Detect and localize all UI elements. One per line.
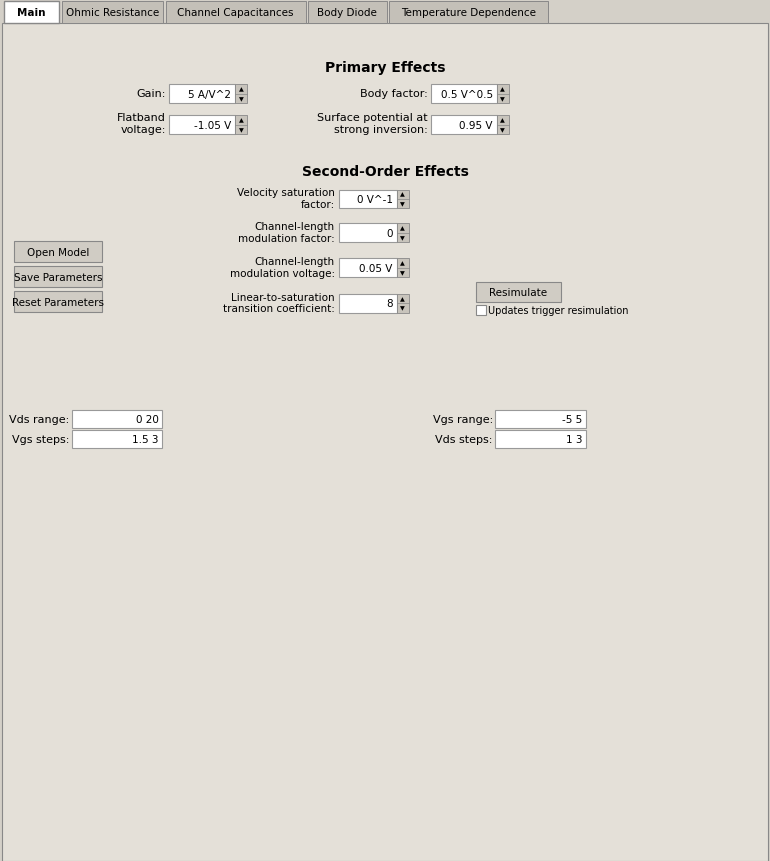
Text: Body Diode: Body Diode	[317, 8, 377, 18]
Text: ▲: ▲	[400, 226, 405, 231]
Text: Channel-length
modulation voltage:: Channel-length modulation voltage:	[229, 257, 335, 279]
Text: ▼: ▼	[400, 307, 405, 311]
Y-axis label: C (pF): C (pF)	[388, 743, 401, 781]
Text: -5 5: -5 5	[562, 414, 582, 424]
Text: ▼: ▼	[500, 128, 505, 133]
Text: ▲: ▲	[500, 88, 505, 92]
Text: ▼: ▼	[239, 128, 243, 133]
Text: Updates trigger resimulation: Updates trigger resimulation	[488, 306, 628, 316]
Text: Vds range:: Vds range:	[9, 414, 69, 424]
Text: Channel-length
modulation factor:: Channel-length modulation factor:	[238, 221, 335, 244]
Text: Ohmic Resistance: Ohmic Resistance	[65, 8, 159, 18]
Text: 1.5 3: 1.5 3	[132, 434, 159, 444]
Text: 1 3: 1 3	[566, 434, 582, 444]
Text: Reset Parameters: Reset Parameters	[12, 297, 104, 307]
Text: Body factor:: Body factor:	[360, 89, 427, 99]
Text: 0 20: 0 20	[136, 414, 159, 424]
Text: Vgs steps:: Vgs steps:	[12, 434, 69, 444]
Text: Open Model: Open Model	[27, 247, 89, 257]
Text: ▲: ▲	[400, 193, 405, 197]
Y-axis label: $I_D\ \rm(A)$: $I_D\ \rm(A)$	[16, 534, 32, 567]
Legend: $C_{GG}$, $C_{GD}$, $C_{DG}$, $C_{DD}$: $C_{GG}$, $C_{GD}$, $C_{DG}$, $C_{DD}$	[664, 677, 726, 756]
Text: Surface potential at
strong inversion:: Surface potential at strong inversion:	[316, 113, 427, 135]
Y-axis label: C (pF): C (pF)	[15, 743, 28, 781]
Text: ▼: ▼	[400, 202, 405, 207]
Text: ▼: ▼	[500, 97, 505, 102]
Text: Second-Order Effects: Second-Order Effects	[302, 165, 468, 179]
Text: 8: 8	[386, 299, 393, 309]
Text: Channel Capacitances: Channel Capacitances	[177, 8, 294, 18]
Y-axis label: $I_D\ \rm(A)$: $I_D\ \rm(A)$	[392, 534, 407, 567]
Text: ▼: ▼	[400, 236, 405, 240]
Text: Vds steps:: Vds steps:	[435, 434, 493, 444]
Text: 0: 0	[387, 228, 393, 238]
Text: Flatband
voltage:: Flatband voltage:	[117, 113, 166, 135]
X-axis label: $V_{GS}\ \rm(V)$: $V_{GS}\ \rm(V)$	[559, 660, 604, 675]
Text: Temperature Dependence: Temperature Dependence	[401, 8, 536, 18]
Text: 0 V^-1: 0 V^-1	[357, 195, 393, 205]
Text: Save Parameters: Save Parameters	[14, 272, 102, 282]
Text: 0.95 V: 0.95 V	[459, 121, 493, 131]
Text: Main: Main	[17, 8, 46, 18]
Legend: $C_{GG}$, $C_{GD}$, $C_{DG}$, $C_{DD}$: $C_{GG}$, $C_{GD}$, $C_{DG}$, $C_{DD}$	[290, 677, 353, 756]
Text: 5 A/V^2: 5 A/V^2	[188, 90, 231, 100]
Text: Linear-to-saturation
transition coefficient:: Linear-to-saturation transition coeffici…	[223, 292, 335, 314]
Text: 0.05 V: 0.05 V	[360, 263, 393, 274]
Text: Velocity saturation
factor:: Velocity saturation factor:	[237, 188, 335, 210]
Text: ▲: ▲	[500, 119, 505, 123]
Text: ▲: ▲	[239, 119, 243, 123]
Text: ▲: ▲	[400, 262, 405, 266]
Text: -1.05 V: -1.05 V	[194, 121, 231, 131]
X-axis label: $V_{DS}\ \rm(V)$: $V_{DS}\ \rm(V)$	[186, 660, 230, 675]
Text: ▲: ▲	[239, 88, 243, 92]
Text: ▼: ▼	[239, 97, 243, 102]
Text: Vgs range:: Vgs range:	[433, 414, 493, 424]
Text: 0.5 V^0.5: 0.5 V^0.5	[440, 90, 493, 100]
Text: ▲: ▲	[400, 297, 405, 301]
Text: Resimulate: Resimulate	[489, 288, 547, 298]
Text: Primary Effects: Primary Effects	[325, 61, 445, 75]
Text: ▼: ▼	[400, 271, 405, 276]
Text: Gain:: Gain:	[136, 89, 166, 99]
